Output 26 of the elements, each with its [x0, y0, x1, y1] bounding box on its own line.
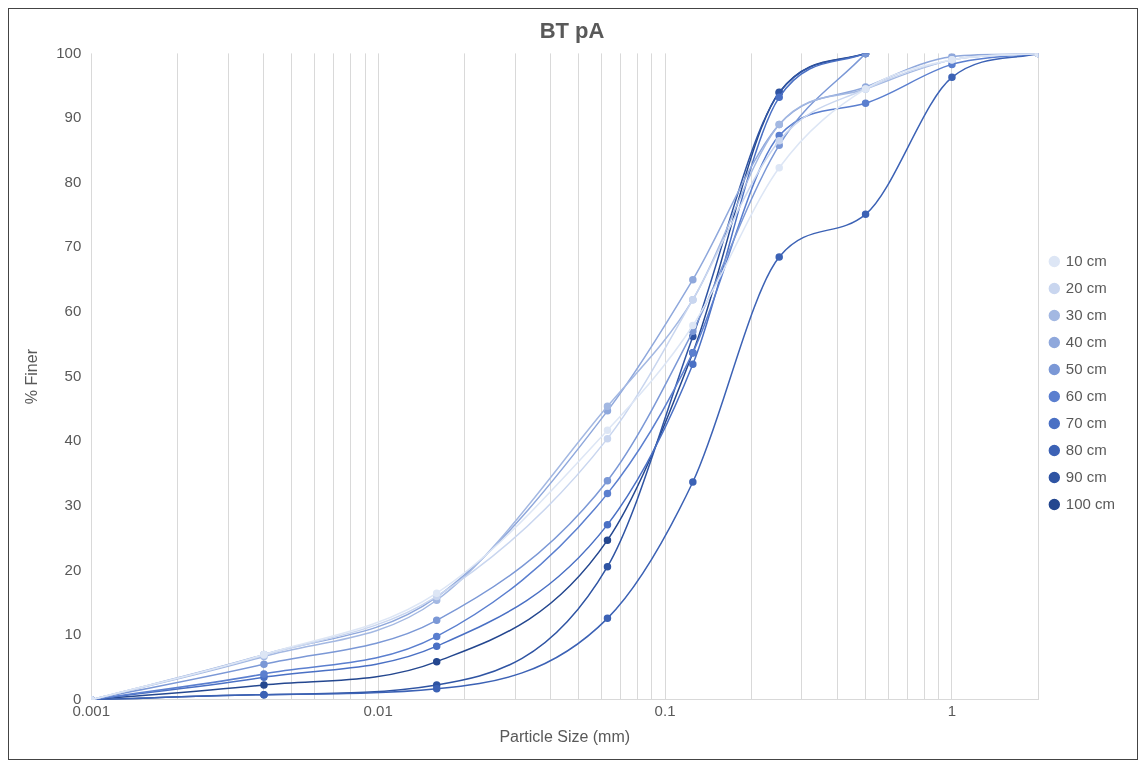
chart-title: BT pA: [539, 18, 605, 44]
y-tick-label: 30: [64, 496, 82, 514]
legend-label: 50 cm: [1065, 359, 1107, 377]
y-axis-title: % Finer: [23, 348, 41, 405]
legend-label: 90 cm: [1065, 467, 1107, 485]
x-axis-title: Particle Size (mm): [499, 727, 631, 745]
y-tick-label: 80: [64, 172, 82, 190]
x-tick-label: 0.1: [654, 701, 676, 719]
y-tick-label: 100: [56, 43, 82, 61]
legend-label: 20 cm: [1065, 278, 1107, 296]
y-tick-label: 10: [64, 625, 82, 643]
y-tick-label: 60: [64, 302, 82, 320]
legend-label: 70 cm: [1065, 413, 1107, 431]
legend-label: 40 cm: [1065, 332, 1107, 350]
legend-label: 30 cm: [1065, 305, 1107, 323]
y-tick-label: 50: [64, 366, 82, 384]
legend-label: 80 cm: [1065, 440, 1107, 458]
y-tick-label: 20: [64, 560, 82, 578]
legend-label: 100 cm: [1065, 494, 1116, 512]
legend-label: 10 cm: [1065, 251, 1107, 269]
x-tick-label: 0.01: [363, 701, 393, 719]
legend-label: 60 cm: [1065, 386, 1107, 404]
y-tick-label: 70: [64, 237, 82, 255]
y-tick-label: 90: [64, 108, 82, 126]
y-tick-label: 40: [64, 431, 82, 449]
x-tick-label: 1: [947, 701, 957, 719]
